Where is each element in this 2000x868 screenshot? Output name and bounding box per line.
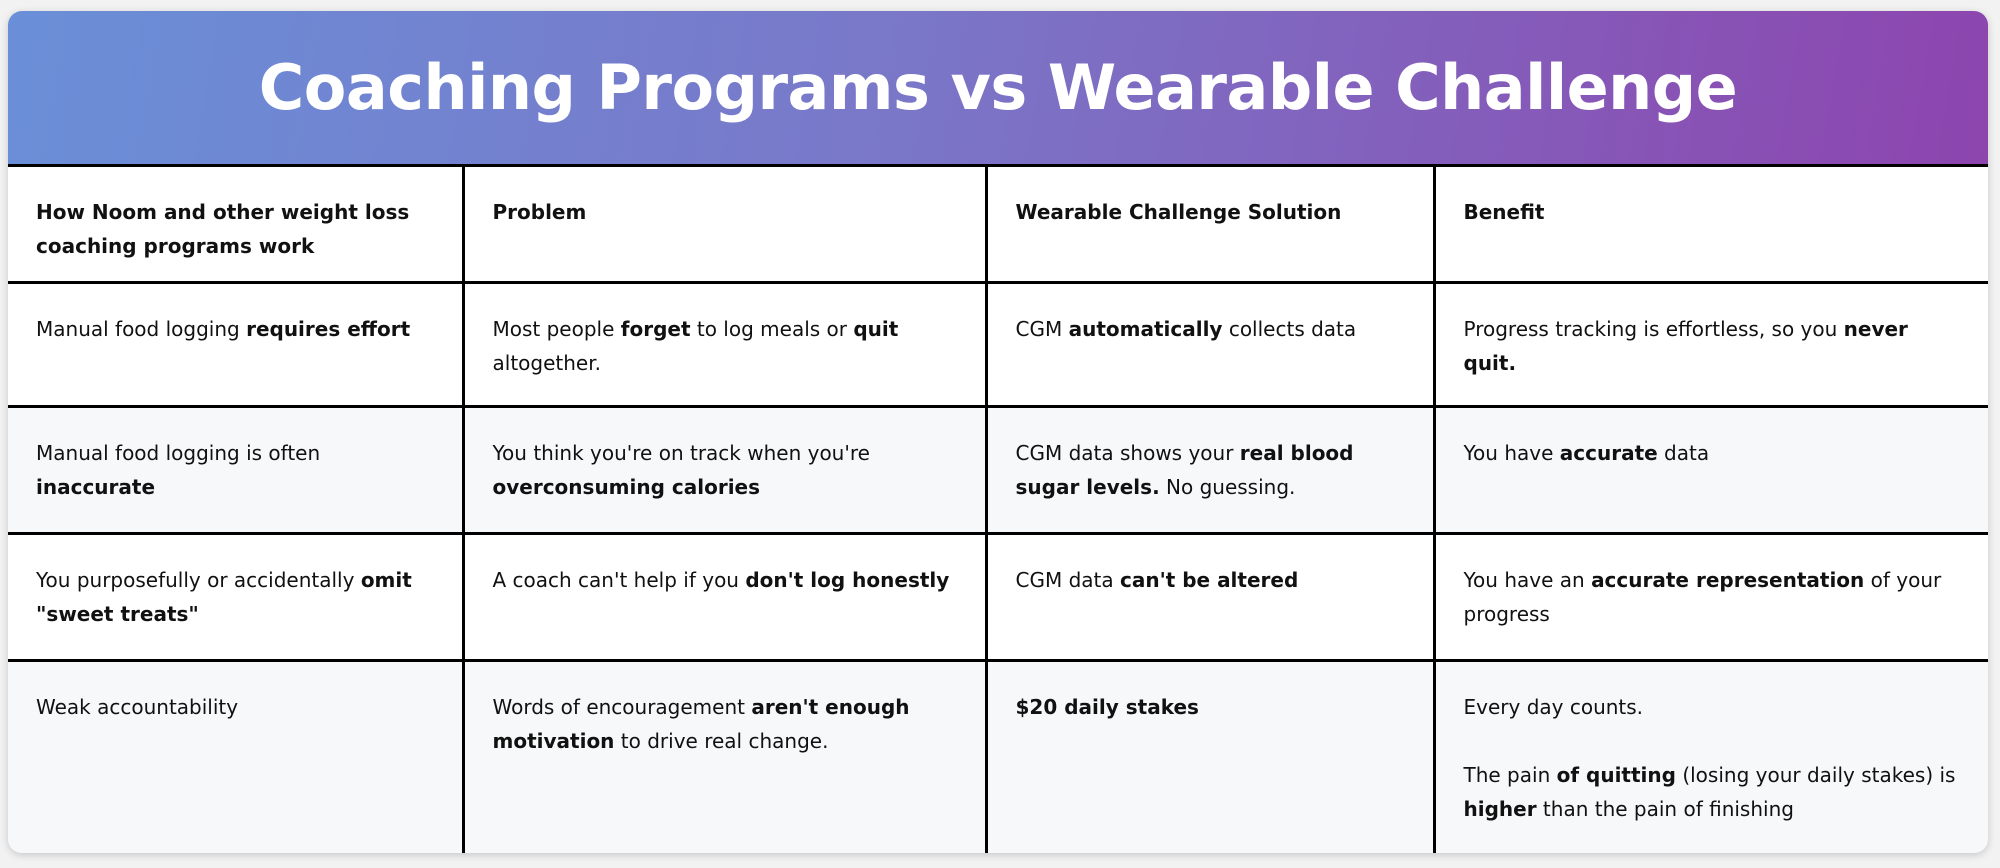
table-cell: You think you're on track when you're ov…	[461, 405, 988, 535]
table-row: Manual food logging requires effort Most…	[8, 281, 1988, 408]
cell-emphasis: don't log honestly	[745, 568, 950, 592]
cell-text: You purposefully or accidentally	[36, 568, 361, 592]
cell-text: You have	[1463, 441, 1560, 465]
cell-text: Progress tracking is effortless, so you	[1463, 317, 1844, 341]
cell-text: Weak accountability	[36, 695, 239, 719]
table-cell: Words of encouragement aren't enough mot…	[461, 659, 988, 853]
table-cell: Every day counts. The pain of quitting (…	[1432, 659, 1988, 853]
table-cell: A coach can't help if you don't log hone…	[461, 532, 988, 662]
cell-emphasis: overconsuming calories	[492, 475, 761, 499]
cell-text: Manual food logging is often	[36, 441, 321, 465]
comparison-table: How Noom and other weight loss coaching …	[8, 164, 1988, 853]
column-header: Problem	[461, 164, 988, 284]
cell-emphasis: automatically	[1068, 317, 1223, 341]
cell-text: (losing your daily stakes) is	[1675, 763, 1956, 787]
table-cell: CGM data can't be altered	[984, 532, 1436, 662]
table-cell: Weak accountability	[8, 659, 465, 853]
cell-emphasis: inaccurate	[36, 475, 156, 499]
cell-text: The pain	[1463, 763, 1557, 787]
table-cell: Manual food logging is often inaccurate	[8, 405, 465, 535]
cell-emphasis: never quit.	[1463, 317, 1908, 375]
table-row: Weak accountability Words of encourageme…	[8, 659, 1988, 853]
cell-text: collects data	[1222, 317, 1357, 341]
cell-emphasis: $20 daily stakes	[1015, 695, 1199, 719]
cell-text: altogether.	[492, 351, 601, 375]
table-cell: Progress tracking is effortless, so you …	[1432, 281, 1988, 408]
cell-text: to log meals or	[690, 317, 854, 341]
table-cell: You have an accurate representation of y…	[1432, 532, 1988, 662]
cell-emphasis: omit "sweet treats"	[36, 568, 412, 626]
table-cell: You have accurate data	[1432, 405, 1988, 535]
cell-text: A coach can't help if you	[492, 568, 746, 592]
table-row: Manual food logging is often inaccurate …	[8, 405, 1988, 535]
cell-paragraph: The pain of quitting (losing your daily …	[1464, 758, 1961, 826]
table-cell: $20 daily stakes	[984, 659, 1436, 853]
cell-text: than the pain of finishing	[1536, 797, 1794, 821]
cell-text: No guessing.	[1159, 475, 1296, 499]
cell-emphasis: higher	[1463, 797, 1537, 821]
cell-emphasis: forget	[620, 317, 691, 341]
page-title: Coaching Programs vs Wearable Challenge	[258, 51, 1738, 124]
cell-emphasis: real blood sugar levels.	[1015, 441, 1354, 499]
table-cell: You purposefully or accidentally omit "s…	[8, 532, 465, 662]
cell-text: CGM data	[1015, 568, 1120, 592]
cell-text: of your progress	[1463, 568, 1942, 626]
header-banner: Coaching Programs vs Wearable Challenge	[8, 11, 1988, 164]
cell-emphasis: quit	[853, 317, 899, 341]
table-row: You purposefully or accidentally omit "s…	[8, 532, 1988, 662]
cell-emphasis: accurate	[1559, 441, 1658, 465]
comparison-card: Coaching Programs vs Wearable Challenge …	[8, 11, 1988, 853]
table-cell: Manual food logging requires effort	[8, 281, 465, 408]
cell-text: Every day counts.	[1463, 695, 1644, 719]
table-cell: CGM data shows your real blood sugar lev…	[984, 405, 1436, 535]
table-cell: CGM automatically collects data	[984, 281, 1436, 408]
cell-text: to drive real change.	[614, 729, 829, 753]
cell-text: Manual food logging	[36, 317, 247, 341]
cell-text: You think you're on track when you're	[492, 441, 870, 465]
cell-text: Most people	[492, 317, 621, 341]
cell-text: You have an	[1463, 568, 1592, 592]
cell-emphasis: aren't enough motivation	[492, 695, 910, 753]
cell-text: Words of encouragement	[492, 695, 752, 719]
cell-emphasis: can't be altered	[1119, 568, 1299, 592]
column-header: Benefit	[1432, 164, 1988, 284]
cell-text: CGM data shows your	[1015, 441, 1240, 465]
cell-paragraph: Every day counts.	[1464, 690, 1961, 724]
cell-emphasis: of quitting	[1556, 763, 1676, 787]
cell-emphasis: requires effort	[246, 317, 411, 341]
column-header: How Noom and other weight loss coaching …	[8, 164, 465, 284]
column-header: Wearable Challenge Solution	[984, 164, 1436, 284]
cell-text: CGM	[1015, 317, 1069, 341]
cell-text: data	[1657, 441, 1710, 465]
table-header-row: How Noom and other weight loss coaching …	[8, 164, 1988, 284]
cell-emphasis: accurate representation	[1591, 568, 1865, 592]
table-cell: Most people forget to log meals or quit …	[461, 281, 988, 408]
